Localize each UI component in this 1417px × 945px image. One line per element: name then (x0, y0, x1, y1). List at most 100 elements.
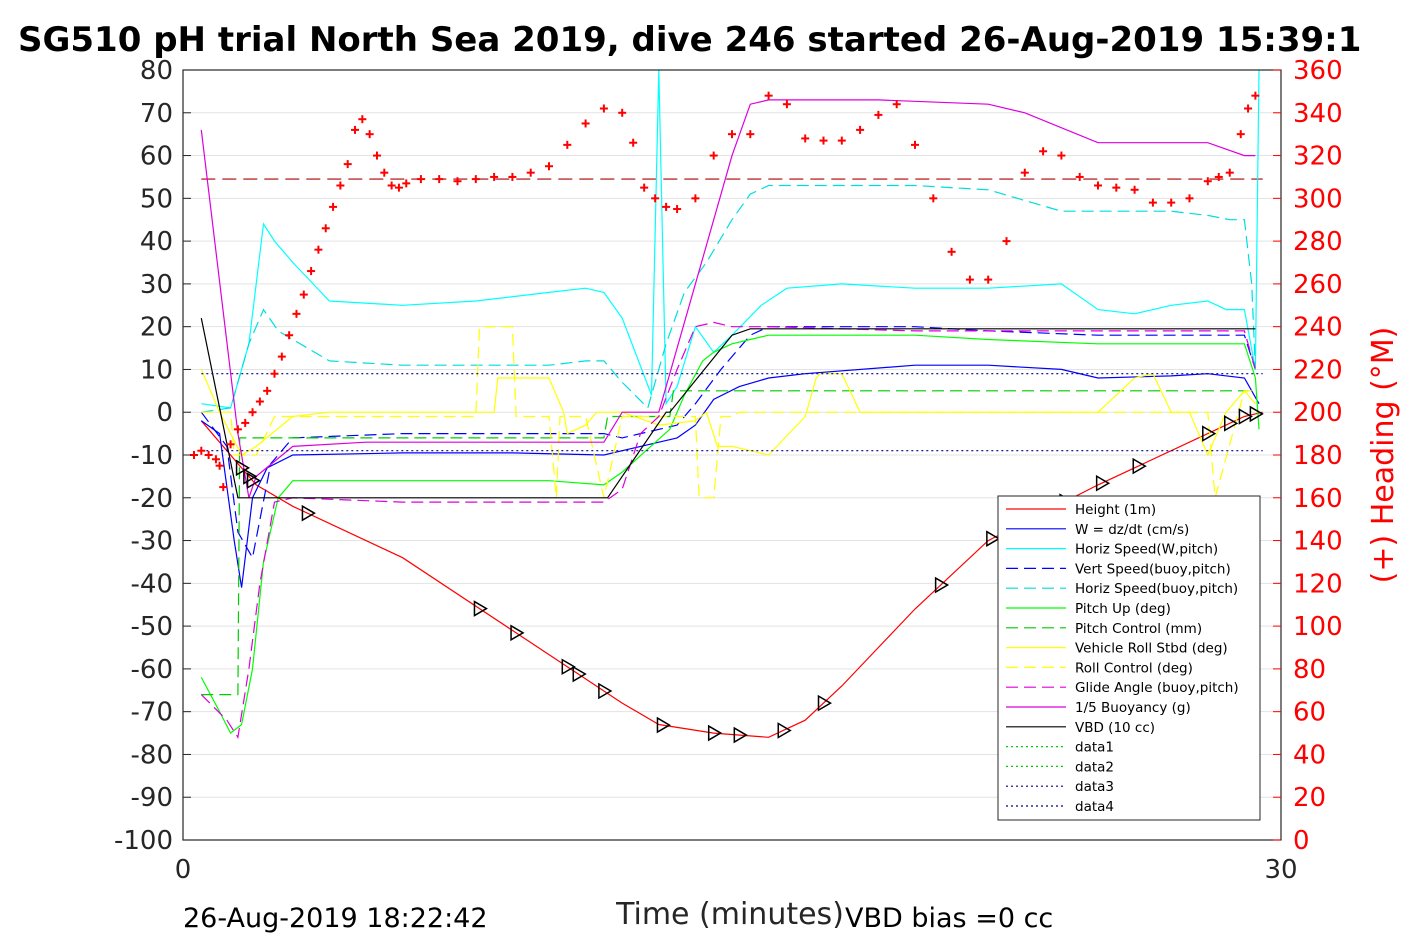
left-axis-ticks: 80 70 60 50 40 30 20 10 0 -10 -20 -30 -40 -50 -60 -70 -8… (114, 56, 191, 856)
sample-marker (473, 600, 488, 617)
left-tick-label: 10 (140, 355, 173, 385)
sample-marker (1249, 405, 1264, 423)
heading-marker (581, 119, 590, 128)
x-tick-label: 30 (1264, 855, 1297, 885)
right-tick-label: 80 (1293, 655, 1326, 685)
x-tick-label: 0 (175, 855, 192, 885)
heading-marker (270, 369, 279, 378)
heading-marker (1112, 183, 1121, 192)
heading-marker (255, 397, 264, 406)
heading-marker (233, 425, 242, 434)
right-axis-label: (+) Heading (°M) (1366, 327, 1401, 584)
heading-marker (947, 247, 956, 256)
heading-marker (662, 202, 671, 211)
legend-item-vert-speed-buoy-pitch: Vert Speed(buoy,pitch) (1006, 561, 1231, 577)
heading-marker (394, 183, 403, 192)
legend-item-1-5-buoyancy-g: 1/5 Buoyancy (g) (1006, 700, 1191, 716)
sample-marker (733, 726, 748, 744)
heading-marker (874, 110, 883, 119)
heading-marker (911, 140, 919, 149)
legend-label: Height (1m) (1075, 502, 1156, 518)
legend-label: data3 (1075, 779, 1114, 795)
sample-marker (598, 682, 613, 700)
right-tick-label: 180 (1293, 441, 1343, 471)
heading-marker (709, 151, 718, 160)
heading-marker (819, 136, 828, 145)
series-glide-angle-buoy-pitch (200, 321, 1256, 739)
sample-marker (777, 722, 792, 739)
heading-marker (1020, 168, 1029, 177)
legend-label: 1/5 Buoyancy (g) (1075, 700, 1191, 716)
heading-marker (292, 309, 301, 318)
left-tick-label: 30 (140, 270, 173, 300)
series-pitch-up-deg (200, 334, 1260, 735)
legend-item-roll-control-deg: Roll Control (deg) (1006, 660, 1193, 676)
series-layer (200, 69, 1263, 739)
legend-item-horiz-speed-w-pitch: Horiz Speed(W,pitch) (1006, 542, 1218, 558)
right-tick-label: 300 (1293, 184, 1343, 214)
left-tick-label: 80 (140, 56, 173, 86)
heading-marker (1002, 237, 1011, 246)
heading-marker (629, 138, 638, 147)
series-horiz-speed-w-pitch (201, 69, 1260, 409)
heading-marker (1167, 198, 1176, 207)
heading-marker (563, 140, 572, 149)
heading-marker (336, 181, 345, 190)
legend-item-height-1m: Height (1m) (1006, 502, 1156, 518)
right-tick-label: 60 (1293, 698, 1326, 728)
right-tick-label: 120 (1293, 569, 1343, 599)
heading-marker (299, 290, 308, 299)
legend-label: VBD (10 cc) (1075, 720, 1155, 736)
right-tick-label: 0 (1293, 826, 1310, 856)
left-tick-label: -30 (131, 527, 173, 557)
sample-marker (934, 576, 950, 594)
legend: Height (1m) W = dz/dt (cm/s) Horiz Speed(W… (997, 495, 1261, 821)
heading-marker (545, 162, 553, 171)
right-tick-label: 340 (1293, 99, 1343, 129)
heading-marker (314, 245, 323, 254)
heading-marker (416, 175, 425, 184)
heading-marker (189, 451, 198, 459)
legend-item-data4: data4 (1006, 799, 1114, 815)
chart-title: SG510 pH trial North Sea 2019, dive 246 … (18, 20, 1361, 60)
sample-marker (1238, 408, 1253, 425)
heading-markers (189, 91, 1260, 492)
heading-marker (277, 352, 286, 361)
legend-item-horiz-speed-buoy-pitch: Horiz Speed(buoy,pitch) (1006, 581, 1238, 597)
right-tick-label: 20 (1293, 783, 1326, 813)
heading-marker (435, 175, 444, 184)
heading-marker (801, 134, 810, 143)
legend-label: Glide Angle (buoy,pitch) (1075, 680, 1239, 696)
heading-marker (651, 194, 660, 203)
series-vbd-10-cc (200, 317, 1256, 499)
right-tick-label: 200 (1293, 398, 1343, 428)
legend-item-vehicle-roll-stbd-deg: Vehicle Roll Stbd (deg) (1006, 641, 1228, 657)
heading-marker (204, 451, 213, 459)
legend-item-data1: data1 (1006, 740, 1114, 756)
heading-marker (691, 194, 700, 203)
heading-marker (929, 194, 938, 203)
sample-marker (301, 504, 316, 522)
sample-marker (246, 472, 262, 489)
left-tick-label: -70 (131, 698, 173, 728)
heading-marker (526, 168, 535, 177)
left-tick-label: 40 (140, 227, 173, 257)
left-tick-label: -80 (131, 740, 173, 770)
right-tick-label: 160 (1293, 484, 1343, 514)
left-tick-label: -90 (131, 783, 173, 813)
heading-marker (321, 224, 330, 233)
legend-item-data3: data3 (1006, 779, 1114, 795)
sample-marker (235, 459, 251, 477)
sample-marker (656, 716, 671, 734)
heading-marker (1130, 185, 1139, 194)
legend-item-pitch-control-mm: Pitch Control (mm) (1006, 621, 1202, 637)
sample-marker (1202, 425, 1217, 442)
legend-label: Roll Control (deg) (1075, 660, 1193, 676)
heading-marker (285, 331, 294, 340)
heading-marker (1214, 172, 1223, 181)
heading-marker (1075, 172, 1084, 181)
left-tick-label: 0 (156, 398, 173, 428)
sample-markers (235, 405, 1264, 744)
heading-marker (673, 205, 682, 214)
